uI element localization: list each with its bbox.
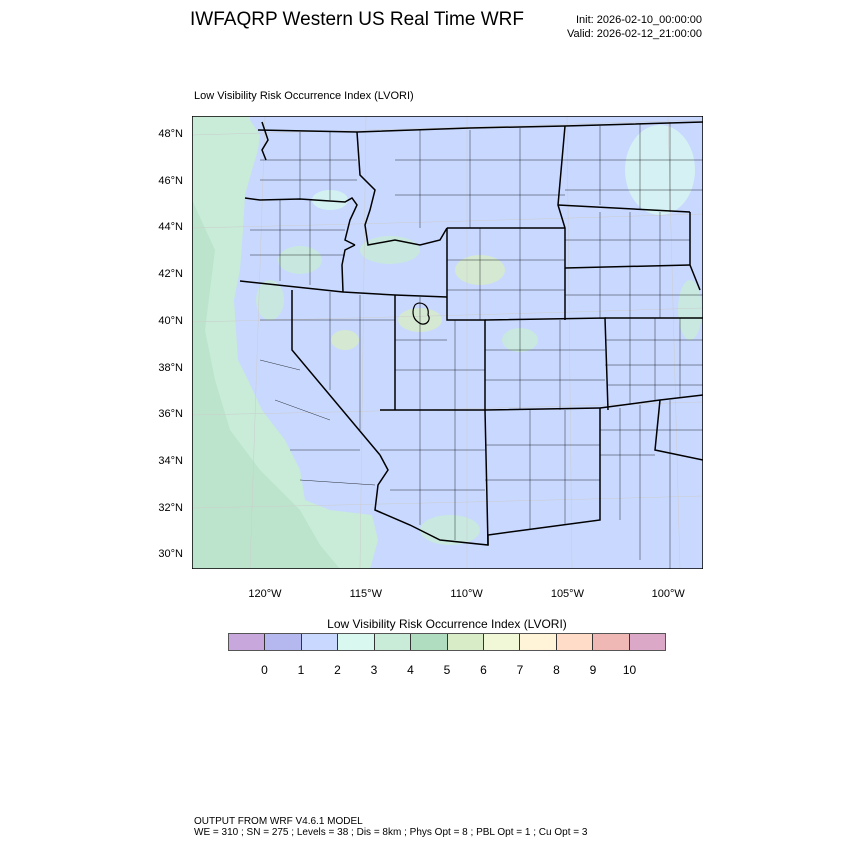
colorbar-swatch	[229, 634, 266, 650]
longitude-label: 110°W	[450, 588, 483, 600]
colorbar-label: 6	[480, 663, 487, 677]
colorbar-label: 4	[407, 663, 414, 677]
land	[234, 116, 703, 569]
longitude-label: 115°W	[349, 588, 382, 600]
colorbar-label: 9	[589, 663, 597, 677]
longitude-label: 100°W	[651, 588, 685, 600]
colorbar-swatch	[411, 634, 448, 650]
time-info: Init: 2026-02-10_00:00:00 Valid: 2026-02…	[567, 13, 702, 41]
colorbar-swatch	[447, 634, 484, 650]
model-config: WE = 310 ; SN = 275 ; Levels = 38 ; Dis …	[194, 827, 588, 838]
latitude-label: 32°N	[158, 501, 183, 514]
colorbar-label: 3	[370, 663, 378, 677]
great-salt-lake	[412, 302, 430, 325]
puget-sound	[261, 121, 269, 161]
colorbar-label: 1	[297, 663, 305, 677]
init-time: Init: 2026-02-10_00:00:00	[576, 14, 702, 26]
latitude-label: 40°N	[158, 314, 183, 327]
county-boundaries	[250, 122, 703, 569]
latitude-label: 38°N	[158, 361, 183, 374]
model-info: OUTPUT FROM WRF V4.6.1 MODEL	[194, 816, 363, 827]
longitude-label: 105°W	[550, 588, 584, 600]
colorbar-swatch	[265, 634, 302, 650]
latitude-label: 30°N	[158, 548, 183, 561]
field-subtitle: Low Visibility Risk Occurrence Index (LV…	[194, 90, 414, 102]
plot-title: IWFAQRP Western US Real Time WRF	[190, 9, 524, 30]
colorbar-label: 8	[553, 663, 560, 677]
colorbar-label: 5	[443, 663, 451, 677]
colorbar-title: Low Visibility Risk Occurrence Index (LV…	[327, 617, 567, 631]
colorbar-swatch	[301, 634, 339, 650]
colorbar-swatch	[338, 634, 375, 650]
map-panel	[192, 116, 703, 569]
longitude-label: 120°W	[248, 588, 282, 600]
colorbar-label: 0	[261, 663, 268, 677]
latitude-label: 44°N	[158, 221, 183, 234]
valid-time: Valid: 2026-02-12_21:00:00	[567, 28, 702, 40]
colorbar-swatch	[483, 634, 521, 650]
colorbar-swatch	[520, 634, 557, 650]
colorbar-swatch	[556, 634, 594, 650]
latitude-label: 34°N	[158, 454, 183, 467]
latitude-label: 46°N	[158, 174, 183, 187]
colorbar	[228, 633, 666, 651]
colorbar-swatch	[593, 634, 630, 650]
colorbar-label: 2	[334, 663, 341, 677]
latitude-label: 36°N	[158, 408, 183, 421]
colorbar-swatch	[629, 634, 666, 650]
colorbar-swatch	[374, 634, 412, 650]
latitude-label: 48°N	[158, 128, 183, 140]
ocean-shade	[192, 200, 340, 569]
state-boundaries	[239, 121, 703, 546]
colorbar-label: 10	[622, 663, 637, 677]
colorbar-label: 7	[516, 663, 524, 677]
latitude-label: 42°N	[158, 268, 183, 281]
